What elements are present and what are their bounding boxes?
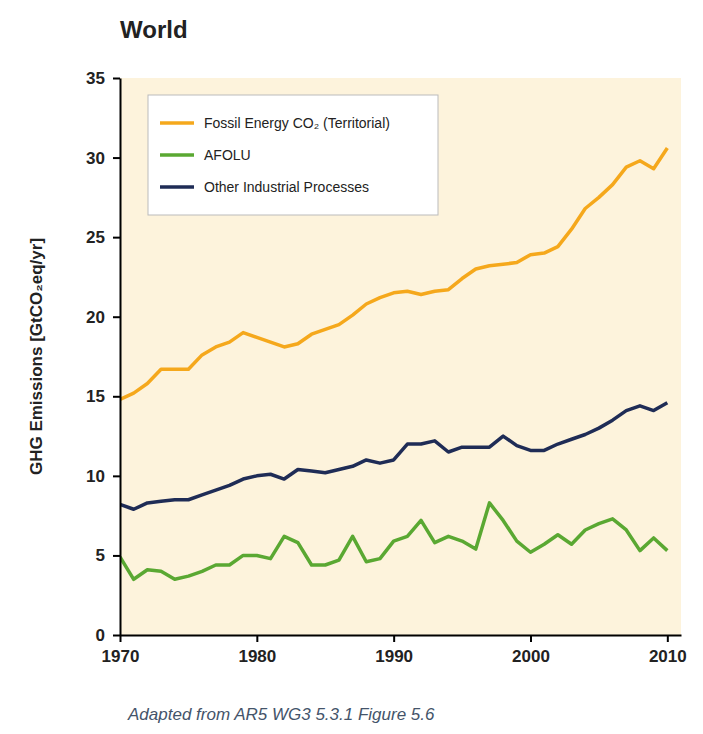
tick: 2000 bbox=[512, 635, 550, 666]
y-axis: 0 5 10 15 20 25 30 35 bbox=[86, 69, 120, 645]
tick-mark bbox=[113, 475, 120, 477]
tick: 15 bbox=[86, 387, 120, 406]
legend-label: Other Industrial Processes bbox=[204, 179, 369, 195]
tick-label: 20 bbox=[86, 308, 105, 327]
tick: 1980 bbox=[238, 635, 276, 666]
tick-label: 35 bbox=[86, 69, 105, 88]
tick: 2010 bbox=[649, 635, 687, 666]
tick: 35 bbox=[86, 69, 120, 88]
tick-mark bbox=[113, 635, 120, 637]
tick-label: 25 bbox=[86, 228, 105, 247]
tick-mark bbox=[113, 316, 120, 318]
legend-swatch bbox=[160, 121, 194, 125]
legend-label: AFOLU bbox=[204, 147, 251, 163]
axis-line bbox=[120, 79, 122, 636]
tick-label: 5 bbox=[96, 546, 105, 565]
chart-title: World bbox=[120, 16, 188, 43]
plot-background bbox=[120, 78, 681, 635]
axis-line bbox=[121, 635, 682, 637]
caption: Adapted from AR5 WG3 5.3.1 Figure 5.6 bbox=[127, 705, 435, 724]
tick-mark bbox=[113, 78, 120, 80]
tick-label: 1970 bbox=[102, 647, 140, 666]
tick-label: 30 bbox=[86, 149, 105, 168]
tick-label: 10 bbox=[86, 467, 105, 486]
tick-mark bbox=[113, 237, 120, 239]
y-axis-title: GHG Emissions [GtCO₂eq/yr] bbox=[27, 238, 46, 475]
chart: 1970 1980 1990 2000 2010 0 5 10 15 20 25 30 35 World G… bbox=[0, 0, 703, 734]
tick-label: 1990 bbox=[375, 647, 413, 666]
tick: 0 bbox=[96, 626, 120, 645]
tick: 1990 bbox=[375, 635, 413, 666]
legend-swatch bbox=[160, 153, 194, 157]
legend-swatch bbox=[160, 185, 194, 189]
legend-box bbox=[148, 95, 438, 215]
tick: 30 bbox=[86, 149, 120, 168]
tick: 5 bbox=[96, 546, 120, 565]
tick-mark bbox=[530, 635, 532, 642]
tick-mark bbox=[113, 157, 120, 159]
tick-mark bbox=[667, 635, 669, 642]
tick-label: 2000 bbox=[512, 647, 550, 666]
x-axis: 1970 1980 1990 2000 2010 bbox=[102, 635, 687, 666]
tick-mark bbox=[393, 635, 395, 642]
tick-mark bbox=[256, 635, 258, 642]
tick-mark bbox=[113, 396, 120, 398]
series-line bbox=[120, 503, 667, 579]
tick: 20 bbox=[86, 308, 120, 327]
tick-mark bbox=[113, 555, 120, 557]
tick: 1970 bbox=[102, 635, 140, 666]
legend: Fossil Energy CO₂ (Territorial) AFOLU Othe… bbox=[148, 95, 438, 215]
tick-label: 1980 bbox=[238, 647, 276, 666]
tick-label: 15 bbox=[86, 387, 105, 406]
tick: 25 bbox=[86, 228, 120, 247]
tick-label: 0 bbox=[96, 626, 105, 645]
legend-label: Fossil Energy CO₂ (Territorial) bbox=[204, 115, 390, 131]
tick: 10 bbox=[86, 467, 120, 486]
series-line bbox=[120, 403, 667, 510]
tick-label: 2010 bbox=[649, 647, 687, 666]
